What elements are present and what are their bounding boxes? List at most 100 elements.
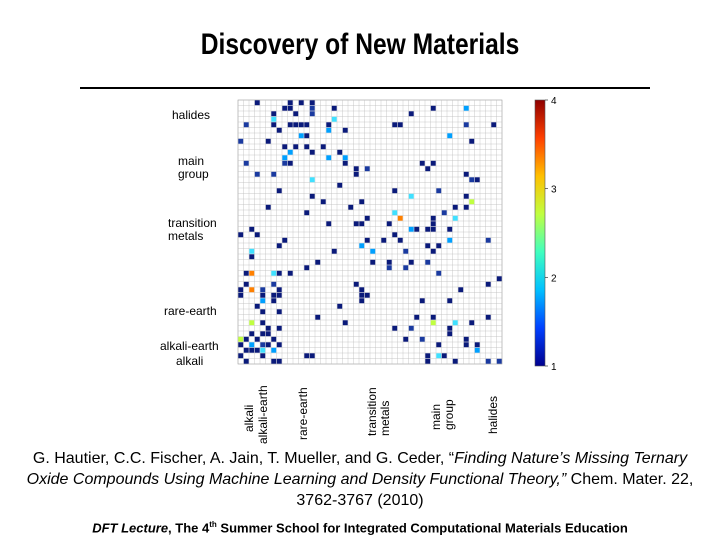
heatmap-cell bbox=[282, 105, 288, 111]
heatmap-cell bbox=[342, 160, 348, 166]
heatmap-cell bbox=[331, 105, 337, 111]
colorbar-tick-label: 4 bbox=[551, 96, 557, 107]
citation-title: Finding Nature’s Missing Ternary Oxide C… bbox=[26, 450, 688, 488]
heatmap-cell bbox=[249, 342, 255, 348]
heatmap-cell bbox=[348, 204, 354, 210]
heatmap-cell bbox=[260, 287, 266, 293]
heatmap-cell bbox=[320, 199, 326, 205]
heatmap-cell bbox=[260, 347, 266, 353]
heatmap-cell bbox=[469, 138, 475, 144]
heatmap-cell bbox=[304, 122, 310, 128]
heatmap-cell bbox=[463, 105, 469, 111]
heatmap-cell bbox=[463, 193, 469, 199]
heatmap-cell bbox=[287, 105, 293, 111]
heatmap-cell bbox=[309, 100, 315, 106]
col-label-rare-earth: rare-earth bbox=[296, 387, 310, 440]
heatmap-cell bbox=[485, 358, 491, 364]
heatmap-cell bbox=[353, 281, 359, 287]
heatmap-cell bbox=[315, 259, 321, 265]
heatmap-cell bbox=[408, 325, 414, 331]
heatmap-cell bbox=[287, 122, 293, 128]
heatmap-cell bbox=[326, 122, 332, 128]
heatmap-cell bbox=[271, 336, 277, 342]
heatmap-cell bbox=[276, 188, 282, 194]
heatmap-cell bbox=[337, 149, 343, 155]
heatmap-cell bbox=[238, 138, 244, 144]
heatmap-cell bbox=[293, 111, 299, 117]
heatmap-cell bbox=[364, 215, 370, 221]
heatmap-cell bbox=[359, 221, 365, 227]
heatmap-cell bbox=[282, 237, 288, 243]
heatmap-cell bbox=[485, 237, 491, 243]
heatmap-cell bbox=[397, 237, 403, 243]
heatmap-cell bbox=[254, 347, 260, 353]
heatmap-cell bbox=[392, 325, 398, 331]
heatmap-cell bbox=[282, 144, 288, 150]
heatmap-cell bbox=[309, 111, 315, 117]
heatmap-cell bbox=[370, 248, 376, 254]
heatmap-cell bbox=[287, 149, 293, 155]
heatmap-cell bbox=[238, 353, 244, 359]
heatmap-cell bbox=[243, 270, 249, 276]
heatmap-cell bbox=[282, 160, 288, 166]
heatmap-cell bbox=[430, 226, 436, 232]
colorbar-tick-label: 2 bbox=[551, 273, 557, 284]
heatmap-cell bbox=[469, 177, 475, 183]
heatmap-cell bbox=[276, 292, 282, 298]
heatmap-cell bbox=[436, 342, 442, 348]
heatmap-cell bbox=[309, 105, 315, 111]
heatmap-cell bbox=[282, 155, 288, 161]
heatmap-cell bbox=[238, 232, 244, 238]
heatmap-cell bbox=[326, 155, 332, 161]
heatmap-cell bbox=[249, 248, 255, 254]
heatmap-cell bbox=[436, 188, 442, 194]
heatmap-cell bbox=[304, 144, 310, 150]
heatmap-cell bbox=[315, 314, 321, 320]
title-divider bbox=[80, 87, 650, 89]
heatmap-cell bbox=[447, 237, 453, 243]
heatmap-cell bbox=[452, 204, 458, 210]
heatmap-cell bbox=[485, 281, 491, 287]
heatmap-cell bbox=[271, 111, 277, 117]
heatmap-cell bbox=[298, 100, 304, 106]
footer-text-a: , The 4 bbox=[168, 520, 210, 536]
heatmap-cell bbox=[276, 325, 282, 331]
heatmap-cell bbox=[491, 122, 497, 128]
heatmap-cell bbox=[496, 358, 502, 364]
col-label-main-group: main group bbox=[429, 399, 456, 430]
heatmap-cell bbox=[331, 116, 337, 122]
heatmap-grid bbox=[237, 99, 503, 365]
heatmap-cell bbox=[430, 160, 436, 166]
heatmap-cell bbox=[447, 331, 453, 337]
heatmap-cell bbox=[463, 171, 469, 177]
heatmap-cell bbox=[414, 314, 420, 320]
heatmap-cell bbox=[452, 358, 458, 364]
heatmap-cell bbox=[447, 298, 453, 304]
heatmap-figure: 4 3 2 1 bbox=[160, 90, 560, 450]
heatmap-cell bbox=[408, 193, 414, 199]
col-label-alkali-earth: alkali-earth bbox=[256, 385, 270, 444]
heatmap-cell bbox=[342, 155, 348, 161]
heatmap-cell bbox=[254, 303, 260, 309]
heatmap-cell bbox=[463, 342, 469, 348]
heatmap-cell bbox=[419, 160, 425, 166]
footer-sup: th bbox=[209, 520, 217, 529]
heatmap-cell bbox=[337, 182, 343, 188]
heatmap-cell bbox=[447, 133, 453, 139]
heatmap-cell bbox=[337, 303, 343, 309]
heatmap-cell bbox=[353, 221, 359, 227]
heatmap-cell bbox=[271, 298, 277, 304]
heatmap-cell bbox=[265, 331, 271, 337]
heatmap-cell bbox=[304, 210, 310, 216]
heatmap-cell bbox=[326, 221, 332, 227]
heatmap-cell bbox=[474, 177, 480, 183]
heatmap-cell bbox=[271, 171, 277, 177]
heatmap-cell bbox=[441, 353, 447, 359]
page-title: Discovery of New Materials bbox=[200, 28, 520, 61]
heatmap-cell bbox=[238, 336, 244, 342]
heatmap-cell bbox=[260, 320, 266, 326]
heatmap-cell bbox=[309, 193, 315, 199]
heatmap-cell bbox=[392, 232, 398, 238]
heatmap-cell bbox=[243, 358, 249, 364]
row-label-transition-metals: transition metals bbox=[168, 216, 217, 243]
